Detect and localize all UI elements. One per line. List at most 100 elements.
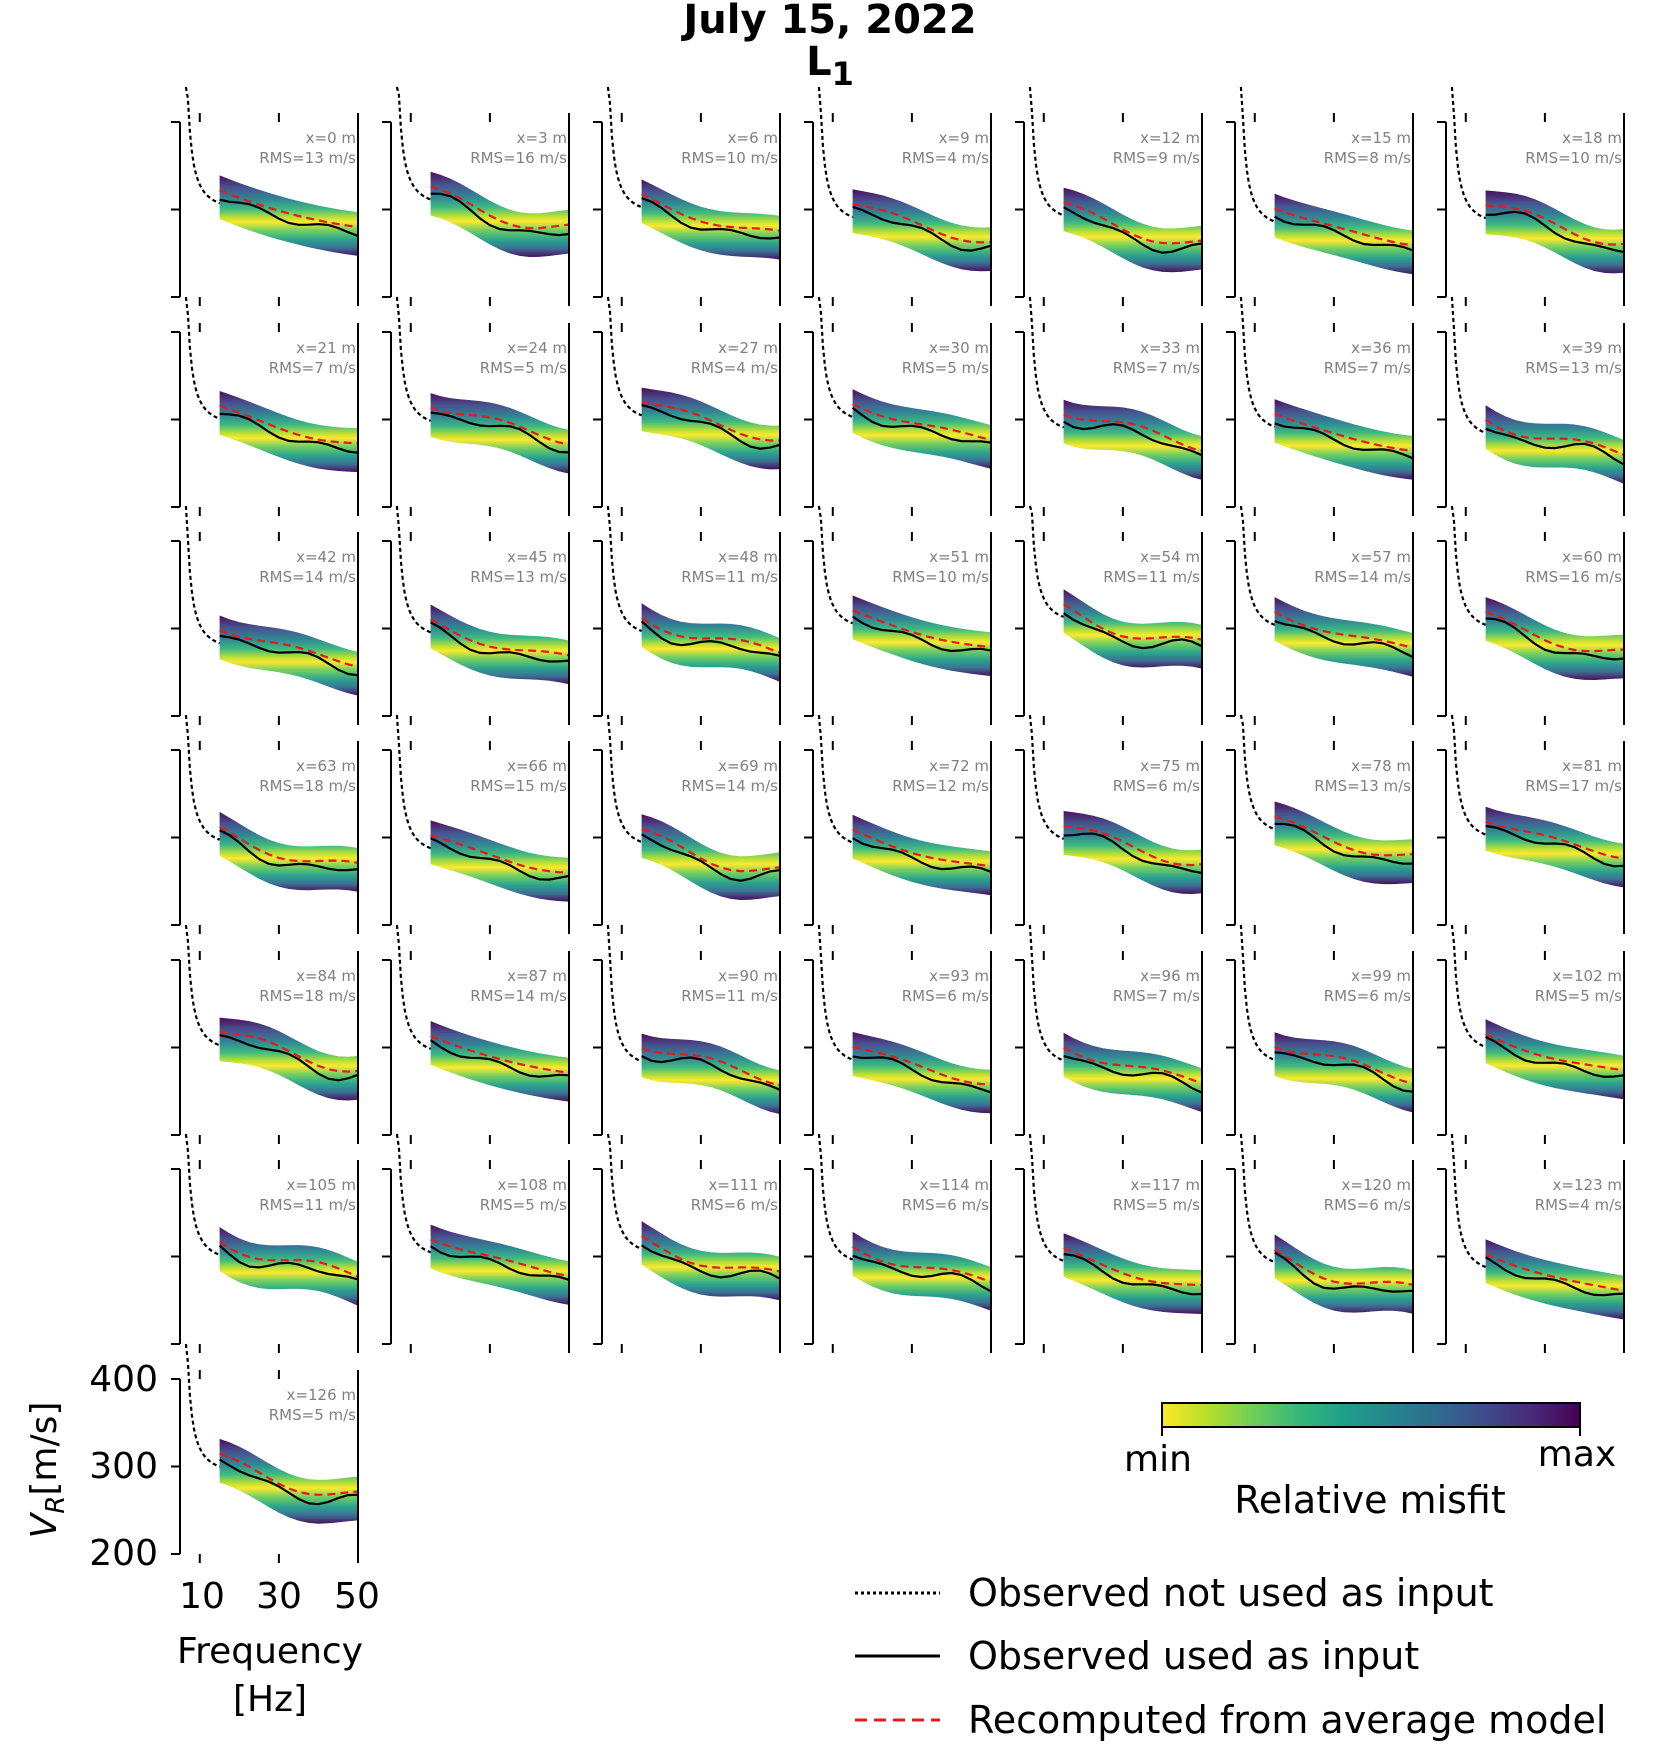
panel: x=96 m RMS=7 m/s: [1015, 924, 1203, 1144]
panel-position-label: x=81 m: [1562, 757, 1622, 775]
panel-position-label: x=36 m: [1351, 339, 1411, 357]
recomputed-line: [852, 403, 992, 442]
x-tick-label-50: 50: [334, 1576, 380, 1617]
panel-rms-label: RMS=6 m/s: [1113, 777, 1200, 795]
observed-used-line: [219, 1458, 359, 1506]
panel-position-label: x=15 m: [1351, 129, 1411, 147]
observed-not-used-line: [817, 924, 854, 1061]
panel-position-label: x=96 m: [1140, 967, 1200, 985]
panel-rms-label: RMS=14 m/s: [681, 777, 778, 795]
recomputed-line: [1063, 201, 1203, 245]
observed-not-used-line: [817, 1133, 854, 1261]
observed-not-used-line: [1450, 924, 1487, 1049]
panel-rms-label: RMS=16 m/s: [470, 149, 567, 167]
panel: x=6 m RMS=10 m/s: [593, 86, 781, 306]
panel-position-label: x=60 m: [1562, 548, 1622, 566]
panel-position-label: x=117 m: [1131, 1176, 1200, 1194]
panel: x=51 m RMS=10 m/s: [804, 505, 992, 725]
panel-rms-label: RMS=13 m/s: [1525, 359, 1622, 377]
panel-position-label: x=69 m: [718, 757, 778, 775]
panel-position-label: x=93 m: [929, 967, 989, 985]
colorbar: min max Relative misfit: [1124, 1402, 1616, 1522]
observed-not-used-line: [395, 1133, 432, 1254]
observed-not-used-line: [184, 505, 221, 645]
observed-not-used-line: [1239, 505, 1276, 626]
panel-position-label: x=90 m: [718, 967, 778, 985]
recomputed-line: [1063, 413, 1203, 453]
panel-position-label: x=18 m: [1562, 129, 1622, 147]
misfit-band: [219, 175, 358, 256]
panel: x=126 m RMS=5 m/s: [171, 1343, 359, 1563]
misfit-band: [430, 604, 569, 685]
panel-rms-label: RMS=7 m/s: [1113, 359, 1200, 377]
panel: x=111 m RMS=6 m/s: [593, 1133, 781, 1353]
observed-not-used-line: [1028, 714, 1065, 840]
panel: x=3 m RMS=16 m/s: [382, 86, 570, 306]
observed-not-used-line: [184, 86, 221, 205]
panel: x=18 m RMS=10 m/s: [1437, 86, 1625, 306]
panel-position-label: x=105 m: [287, 1176, 356, 1194]
misfit-band: [852, 1032, 991, 1114]
y-axis-label: VR[m/s]: [24, 1402, 71, 1539]
observed-used-line: [1062, 612, 1203, 650]
recomputed-line: [641, 1047, 781, 1087]
observed-used-line: [1274, 215, 1414, 252]
panel: x=42 m RMS=14 m/s: [171, 505, 359, 725]
panel-rms-label: RMS=5 m/s: [1113, 1196, 1200, 1214]
panel-position-label: x=51 m: [929, 548, 989, 566]
panel-rms-label: RMS=4 m/s: [691, 359, 778, 377]
panel: x=75 m RMS=6 m/s: [1015, 714, 1203, 934]
panel: x=93 m RMS=6 m/s: [804, 924, 992, 1144]
observed-not-used-line: [1450, 714, 1487, 836]
y-axis-ticks: 400 300 200: [89, 1359, 158, 1574]
y-tick-label-400: 400: [89, 1359, 158, 1400]
recomputed-line: [641, 1235, 781, 1273]
misfit-band: [852, 814, 991, 896]
panel-rms-label: RMS=5 m/s: [902, 359, 989, 377]
misfit-band: [1274, 597, 1413, 677]
recomputed-line: [1063, 1046, 1203, 1085]
panel-position-label: x=30 m: [929, 339, 989, 357]
observed-used-line: [852, 837, 992, 873]
misfit-band: [852, 1231, 991, 1311]
misfit-band: [219, 1017, 358, 1101]
observed-not-used-line: [606, 714, 643, 844]
observed-used-line: [641, 404, 781, 450]
misfit-band: [430, 1224, 569, 1305]
observed-not-used-line: [1239, 86, 1276, 223]
misfit-band: [1485, 597, 1624, 680]
observed-used-line: [430, 192, 570, 237]
panel-rms-label: RMS=5 m/s: [1535, 987, 1622, 1005]
observed-not-used-line: [395, 924, 432, 1050]
panel: x=108 m RMS=5 m/s: [382, 1133, 570, 1353]
misfit-band: [641, 179, 780, 260]
recomputed-line: [219, 189, 359, 229]
panel-position-label: x=63 m: [296, 757, 356, 775]
observed-not-used-line: [395, 714, 432, 850]
recomputed-line: [430, 1034, 570, 1074]
panel: x=27 m RMS=4 m/s: [593, 296, 781, 516]
recomputed-line: [219, 404, 359, 445]
panel-position-label: x=57 m: [1351, 548, 1411, 566]
panel-rms-label: RMS=18 m/s: [259, 777, 356, 795]
observed-used-line: [219, 412, 359, 454]
panel-position-label: x=84 m: [296, 967, 356, 985]
panel: x=48 m RMS=11 m/s: [593, 505, 781, 725]
observed-used-line: [640, 620, 781, 657]
misfit-band: [641, 387, 780, 470]
misfit-band: [219, 391, 358, 473]
observed-used-line: [219, 198, 359, 238]
x-axis-label-line1: Frequency: [177, 1631, 363, 1672]
observed-not-used-line: [184, 1343, 221, 1468]
legend-label-not-used: Observed not used as input: [968, 1571, 1494, 1615]
panel: x=30 m RMS=5 m/s: [804, 296, 992, 516]
observed-used-line: [430, 621, 570, 663]
observed-not-used-line: [184, 1133, 221, 1256]
observed-not-used-line: [184, 296, 221, 420]
recomputed-line: [1274, 815, 1414, 857]
observed-used-line: [1274, 422, 1414, 460]
recomputed-line: [1485, 610, 1625, 653]
panel-position-label: x=120 m: [1342, 1176, 1411, 1194]
panel-position-label: x=39 m: [1562, 339, 1622, 357]
panel: x=33 m RMS=7 m/s: [1015, 296, 1203, 516]
